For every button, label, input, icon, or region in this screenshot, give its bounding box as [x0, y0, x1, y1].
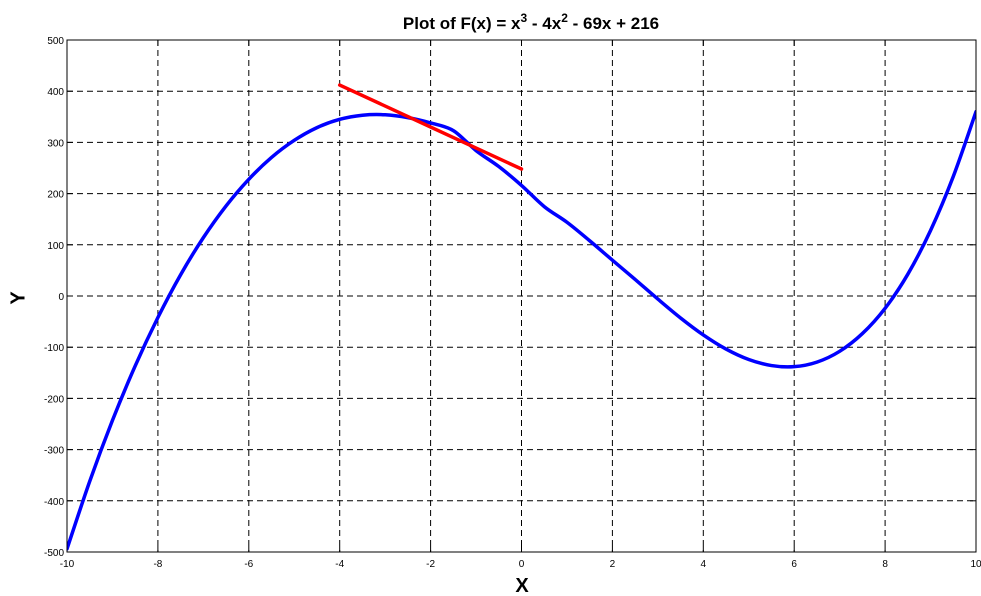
y-tick-label: 0	[58, 292, 64, 303]
x-tick-label: 2	[610, 559, 616, 570]
x-tick-label: -10	[60, 559, 75, 570]
x-tick-label: 0	[519, 559, 525, 570]
y-tick-label: 300	[47, 138, 64, 149]
grid-lines	[67, 40, 976, 552]
function-curve	[67, 109, 976, 551]
series-layer	[67, 83, 976, 551]
x-axis-label: X	[515, 575, 529, 596]
y-tick-label: -300	[44, 446, 64, 457]
y-tick-label: 100	[47, 241, 64, 252]
x-tick-label: 10	[970, 559, 981, 570]
plot-frame	[66, 39, 977, 553]
y-axis-label: Y	[7, 291, 29, 305]
y-tick-label: 400	[47, 87, 64, 98]
x-tick-label: 6	[791, 559, 797, 570]
x-tick-label: -2	[426, 559, 435, 570]
y-tick-label: 200	[47, 190, 64, 201]
x-tick-label: -8	[153, 559, 162, 570]
tangent-line	[337, 83, 524, 171]
y-tick-label: -200	[44, 394, 64, 405]
x-tick-label: -6	[244, 559, 253, 570]
y-tick-label: -500	[44, 548, 64, 559]
y-tick-label: -100	[44, 343, 64, 354]
axis-ticks: -10 -8 -6 -4 -2 0 2 4 6 8 10 -500 -400 -300 -200 -100 0 1…	[44, 36, 981, 570]
y-tick-label: -400	[44, 497, 64, 508]
x-tick-label: 8	[882, 559, 888, 570]
y-tick-label: 500	[47, 36, 64, 47]
x-tick-label: -4	[335, 559, 344, 570]
x-tick-label: 4	[701, 559, 707, 570]
chart-title: Plot of F(x) = x3 - 4x2 - 69x + 216	[403, 11, 659, 33]
